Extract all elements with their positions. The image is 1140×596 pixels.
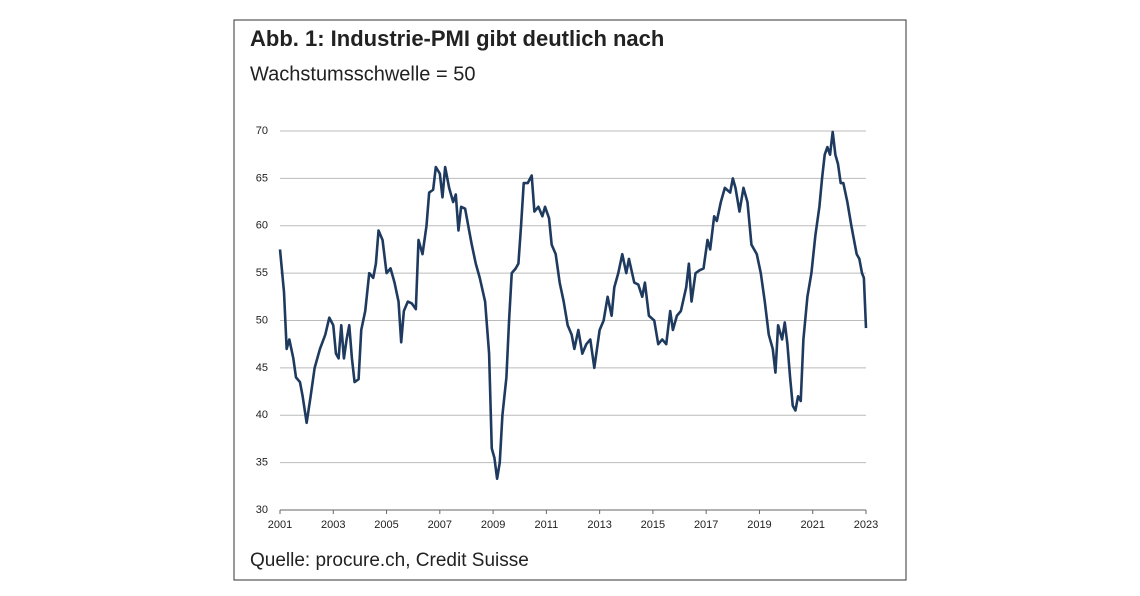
chart-title: Abb. 1: Industrie-PMI gibt deutlich nach bbox=[250, 26, 664, 51]
y-tick-label: 45 bbox=[256, 362, 268, 374]
x-tick-label: 2015 bbox=[641, 519, 665, 531]
x-tick-label: 2011 bbox=[535, 519, 559, 531]
x-tick-label: 2013 bbox=[587, 519, 611, 531]
source: Quelle: procure.ch, Credit Suisse bbox=[250, 550, 529, 571]
y-tick-label: 35 bbox=[256, 457, 268, 469]
y-tick-label: 40 bbox=[256, 409, 268, 421]
y-tick-label: 50 bbox=[256, 314, 268, 326]
x-tick-label: 2003 bbox=[321, 519, 345, 531]
x-tick-label: 2001 bbox=[268, 519, 292, 531]
y-tick-label: 70 bbox=[256, 125, 268, 137]
x-tick-label: 2005 bbox=[374, 519, 398, 531]
x-tick-label: 2023 bbox=[854, 519, 878, 531]
y-tick-label: 65 bbox=[256, 172, 268, 184]
chart-subtitle: Wachstumsschwelle = 50 bbox=[250, 63, 475, 85]
y-tick-label: 55 bbox=[256, 267, 268, 279]
frame bbox=[233, 19, 907, 581]
x-tick-label: 2021 bbox=[800, 519, 824, 531]
y-tick-label: 60 bbox=[256, 220, 268, 232]
x-tick-label: 2017 bbox=[694, 519, 718, 531]
y-tick-label: 30 bbox=[256, 504, 268, 516]
x-tick-label: 2019 bbox=[747, 519, 771, 531]
x-tick-label: 2009 bbox=[481, 519, 505, 531]
line bbox=[278, 130, 868, 481]
x-tick-label: 2007 bbox=[428, 519, 452, 531]
